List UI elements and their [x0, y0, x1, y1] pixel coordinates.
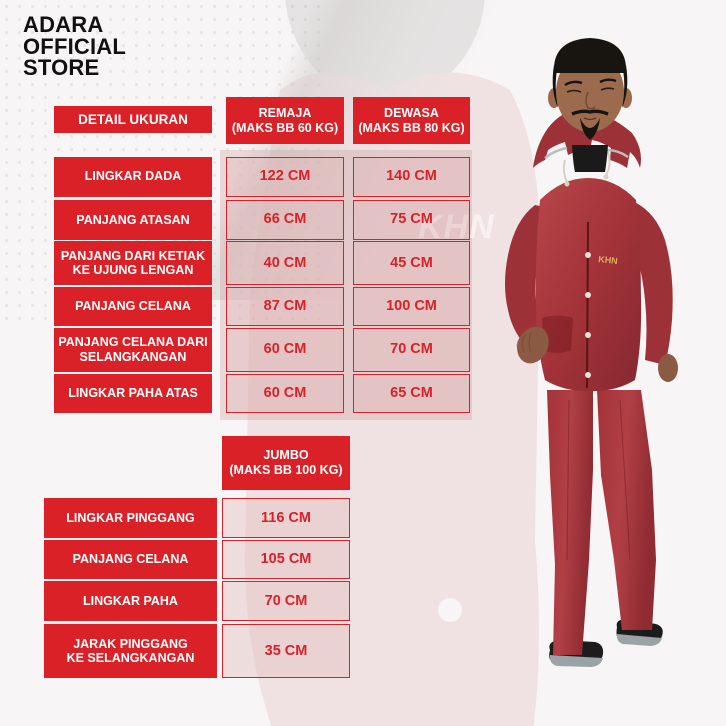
svg-text:KHN: KHN [598, 254, 618, 266]
